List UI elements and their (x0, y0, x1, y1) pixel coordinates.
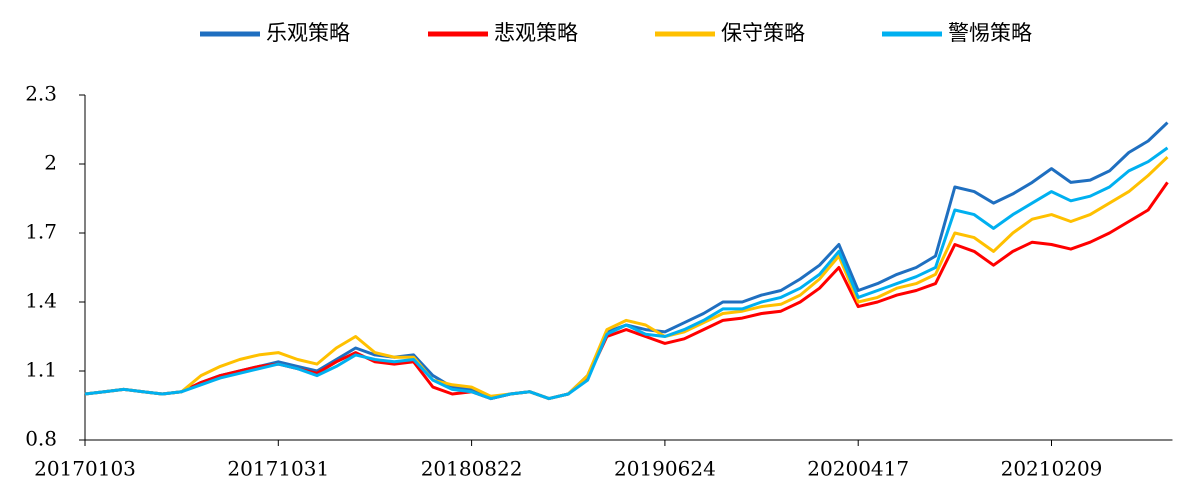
series-line (84, 181, 1169, 401)
x-tick-label: 20210209 (1001, 457, 1103, 481)
y-tick-label: 0.8 (25, 427, 57, 451)
y-tick-label: 1.7 (25, 220, 57, 244)
x-tick-label: 20200417 (807, 457, 909, 481)
legend-label: 保守策略 (721, 21, 805, 45)
legend-label: 警惕策略 (948, 21, 1032, 45)
legend-label: 悲观策略 (494, 21, 578, 45)
series-line (84, 156, 1169, 401)
y-tick-label: 1.4 (25, 289, 57, 313)
y-tick-label: 2.3 (25, 82, 57, 106)
series-line (84, 146, 1169, 401)
x-tick-label: 20171031 (227, 457, 329, 481)
x-tick-label: 20180822 (421, 457, 523, 481)
x-tick-label: 20190624 (614, 457, 716, 481)
legend-label: 乐观策略 (266, 21, 350, 45)
x-tick-label: 20170103 (34, 457, 136, 481)
y-tick-label: 1.1 (25, 358, 57, 382)
y-tick-label: 2 (44, 151, 57, 175)
